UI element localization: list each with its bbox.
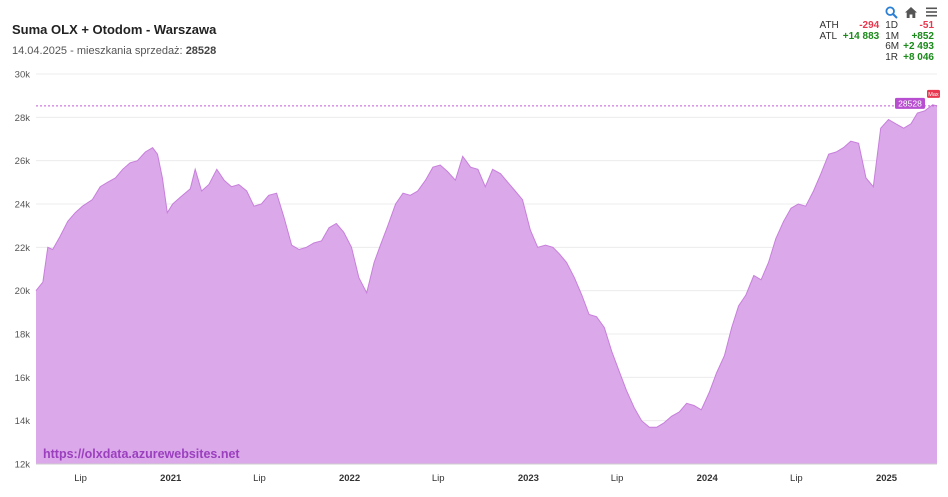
- subtitle-value: 28528: [185, 45, 217, 57]
- y-axis: 12k 14k 16k 18k 20k 22k 24k 26k 28k 30k: [15, 70, 31, 471]
- x-tick-label: 2025: [876, 473, 898, 484]
- m6-label: 6M: [885, 41, 900, 52]
- watermark-url[interactable]: https://olxdata.azurewebsites.net: [43, 447, 240, 461]
- m1-label: 1M: [885, 30, 900, 42]
- x-tick-label: 2021: [160, 473, 182, 484]
- subtitle-separator: -: [67, 45, 77, 57]
- max-badge-text: Max: [928, 92, 939, 98]
- y-tick-label: 16k: [15, 373, 31, 384]
- x-tick-label: 2024: [697, 473, 719, 484]
- atl-label: ATL: [819, 30, 838, 42]
- m6-value: +2 493: [903, 41, 934, 52]
- chart-toolbar: [884, 5, 938, 19]
- subtitle-label: mieszkania sprzedaż:: [76, 45, 183, 57]
- y-tick-label: 30k: [15, 70, 31, 81]
- ath-value: -294: [859, 20, 880, 31]
- x-tick-label: Lip: [432, 473, 445, 484]
- zoom-icon[interactable]: [884, 5, 898, 19]
- x-tick-label: Lip: [253, 473, 266, 484]
- d1-label: 1D: [885, 20, 899, 31]
- last-value-text: 28528: [898, 98, 922, 108]
- menu-icon[interactable]: [924, 5, 938, 19]
- max-badge: [927, 89, 940, 98]
- x-tick-label: 2023: [518, 473, 539, 484]
- d1-value: -51: [919, 20, 934, 31]
- y-tick-label: 20k: [15, 286, 31, 297]
- y1-value: +8 046: [903, 51, 934, 63]
- y-tick-label: 24k: [15, 200, 31, 211]
- y-tick-label: 18k: [15, 330, 31, 341]
- y-tick-label: 12k: [15, 460, 31, 471]
- x-tick-label: Lip: [74, 473, 87, 484]
- m1-value: +852: [911, 30, 934, 42]
- x-axis: Lip 2021 Lip 2022 Lip 2023 Lip 2024 Lip 2025: [36, 463, 937, 484]
- stats-panel: ATH -294 1D -51 ATL +14 883 1M +852 6M +…: [816, 20, 934, 63]
- y1-label: 1R: [885, 51, 899, 63]
- x-tick-label: 2022: [339, 473, 360, 484]
- subtitle-date: 14.04.2025: [12, 45, 68, 57]
- series-line: [35, 104, 938, 428]
- x-tick-label: Lip: [611, 473, 624, 484]
- home-icon[interactable]: [904, 5, 918, 19]
- ath-label: ATH: [819, 20, 839, 31]
- atl-value: +14 883: [842, 30, 880, 42]
- series-area: [36, 104, 937, 465]
- y-tick-label: 26k: [15, 156, 31, 167]
- y-tick-label: 28k: [15, 113, 31, 124]
- x-tick-label: Lip: [790, 473, 803, 484]
- y-tick-label: 22k: [15, 243, 31, 254]
- chart-title: Suma OLX + Otodom - Warszawa: [12, 22, 217, 37]
- value-badges: 28528 Max: [895, 89, 940, 109]
- y-tick-label: 14k: [15, 416, 31, 427]
- last-value-badge: [895, 97, 925, 109]
- chart-subtitle: 14.04.2025 - mieszkania sprzedaż: 28528: [12, 45, 216, 57]
